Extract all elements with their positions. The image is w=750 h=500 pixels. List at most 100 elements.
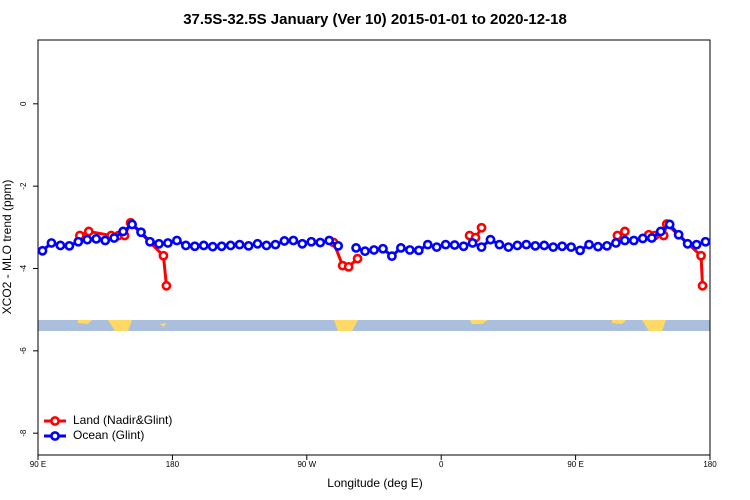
- point: [378, 243, 388, 254]
- point: [422, 239, 433, 250]
- point: [619, 235, 630, 246]
- point: [306, 236, 317, 247]
- point: [234, 239, 245, 250]
- point: [431, 242, 442, 252]
- legend-label: Land (Nadir&Glint): [73, 413, 172, 427]
- point: [118, 226, 129, 237]
- point: [467, 238, 478, 248]
- point: [593, 241, 603, 252]
- point: [161, 280, 172, 291]
- point: [612, 230, 623, 241]
- x-axis-label: Longitude (deg E): [327, 476, 422, 490]
- point: [584, 239, 594, 250]
- point: [369, 245, 379, 255]
- point: [664, 219, 675, 230]
- point: [611, 238, 621, 248]
- point: [180, 240, 191, 251]
- point: [163, 238, 173, 248]
- point: [458, 241, 469, 252]
- point: [145, 236, 155, 247]
- x-tick-label: 180: [703, 460, 717, 469]
- point: [691, 239, 702, 250]
- point: [64, 240, 75, 251]
- x-tick-label: 0: [439, 460, 444, 469]
- point: [512, 240, 523, 251]
- point: [566, 242, 577, 252]
- point: [324, 235, 335, 246]
- point: [575, 245, 585, 256]
- point: [288, 235, 299, 246]
- point: [315, 237, 326, 248]
- point: [485, 234, 496, 245]
- map-strip: [38, 320, 710, 331]
- point: [395, 243, 406, 253]
- point: [646, 233, 657, 243]
- point: [55, 240, 66, 251]
- point: [602, 240, 612, 251]
- point: [154, 238, 164, 249]
- point: [225, 240, 236, 251]
- point: [216, 241, 227, 252]
- chart-title: 37.5S-32.5S January (Ver 10) 2015-01-01 …: [183, 11, 567, 28]
- point: [279, 236, 290, 246]
- point: [476, 242, 487, 252]
- point: [440, 239, 451, 250]
- point: [82, 234, 93, 245]
- point: [136, 227, 146, 238]
- point: [189, 241, 200, 252]
- point: [109, 233, 120, 243]
- point: [270, 239, 281, 250]
- point: [46, 238, 57, 248]
- point: [360, 246, 370, 257]
- point: [343, 261, 354, 272]
- x-tick-label: 90 E: [30, 460, 46, 469]
- point: [352, 253, 363, 264]
- point: [404, 245, 415, 255]
- y-axis-label: XCO2 - MLO trend (ppm): [0, 180, 14, 315]
- x-tick-label: 180: [166, 460, 180, 469]
- point: [387, 251, 397, 262]
- point: [539, 240, 550, 251]
- point: [198, 240, 209, 251]
- point: [696, 250, 706, 261]
- point: [637, 233, 648, 244]
- point: [521, 239, 532, 250]
- point: [91, 233, 102, 244]
- legend-marker: [50, 431, 60, 441]
- point: [628, 235, 639, 246]
- point: [700, 236, 711, 247]
- x-tick-label: 90 W: [297, 460, 316, 469]
- point: [548, 242, 559, 252]
- x-tick-label: 90 E: [567, 460, 583, 469]
- point: [207, 241, 218, 252]
- point: [503, 242, 514, 252]
- point: [261, 240, 272, 251]
- point: [252, 238, 263, 249]
- point: [494, 239, 505, 250]
- point: [158, 250, 169, 261]
- point: [37, 245, 48, 256]
- point: [171, 235, 182, 246]
- point: [673, 229, 684, 240]
- legend-label: Ocean (Glint): [73, 428, 144, 442]
- point: [557, 241, 568, 252]
- plot-frame: [37, 39, 711, 456]
- point: [619, 226, 630, 237]
- y-tick-label: 0: [19, 101, 28, 106]
- y-tick-label: -6: [19, 347, 28, 355]
- point: [73, 236, 84, 247]
- y-tick-label: -8: [19, 429, 28, 437]
- point: [243, 240, 254, 251]
- legend-marker: [50, 416, 60, 426]
- point: [127, 219, 137, 230]
- point: [530, 240, 541, 251]
- point: [297, 238, 308, 249]
- point: [100, 235, 111, 246]
- point: [476, 222, 487, 233]
- point: [655, 226, 666, 237]
- y-tick-label: -2: [19, 182, 28, 190]
- point: [333, 240, 344, 251]
- point: [697, 280, 708, 291]
